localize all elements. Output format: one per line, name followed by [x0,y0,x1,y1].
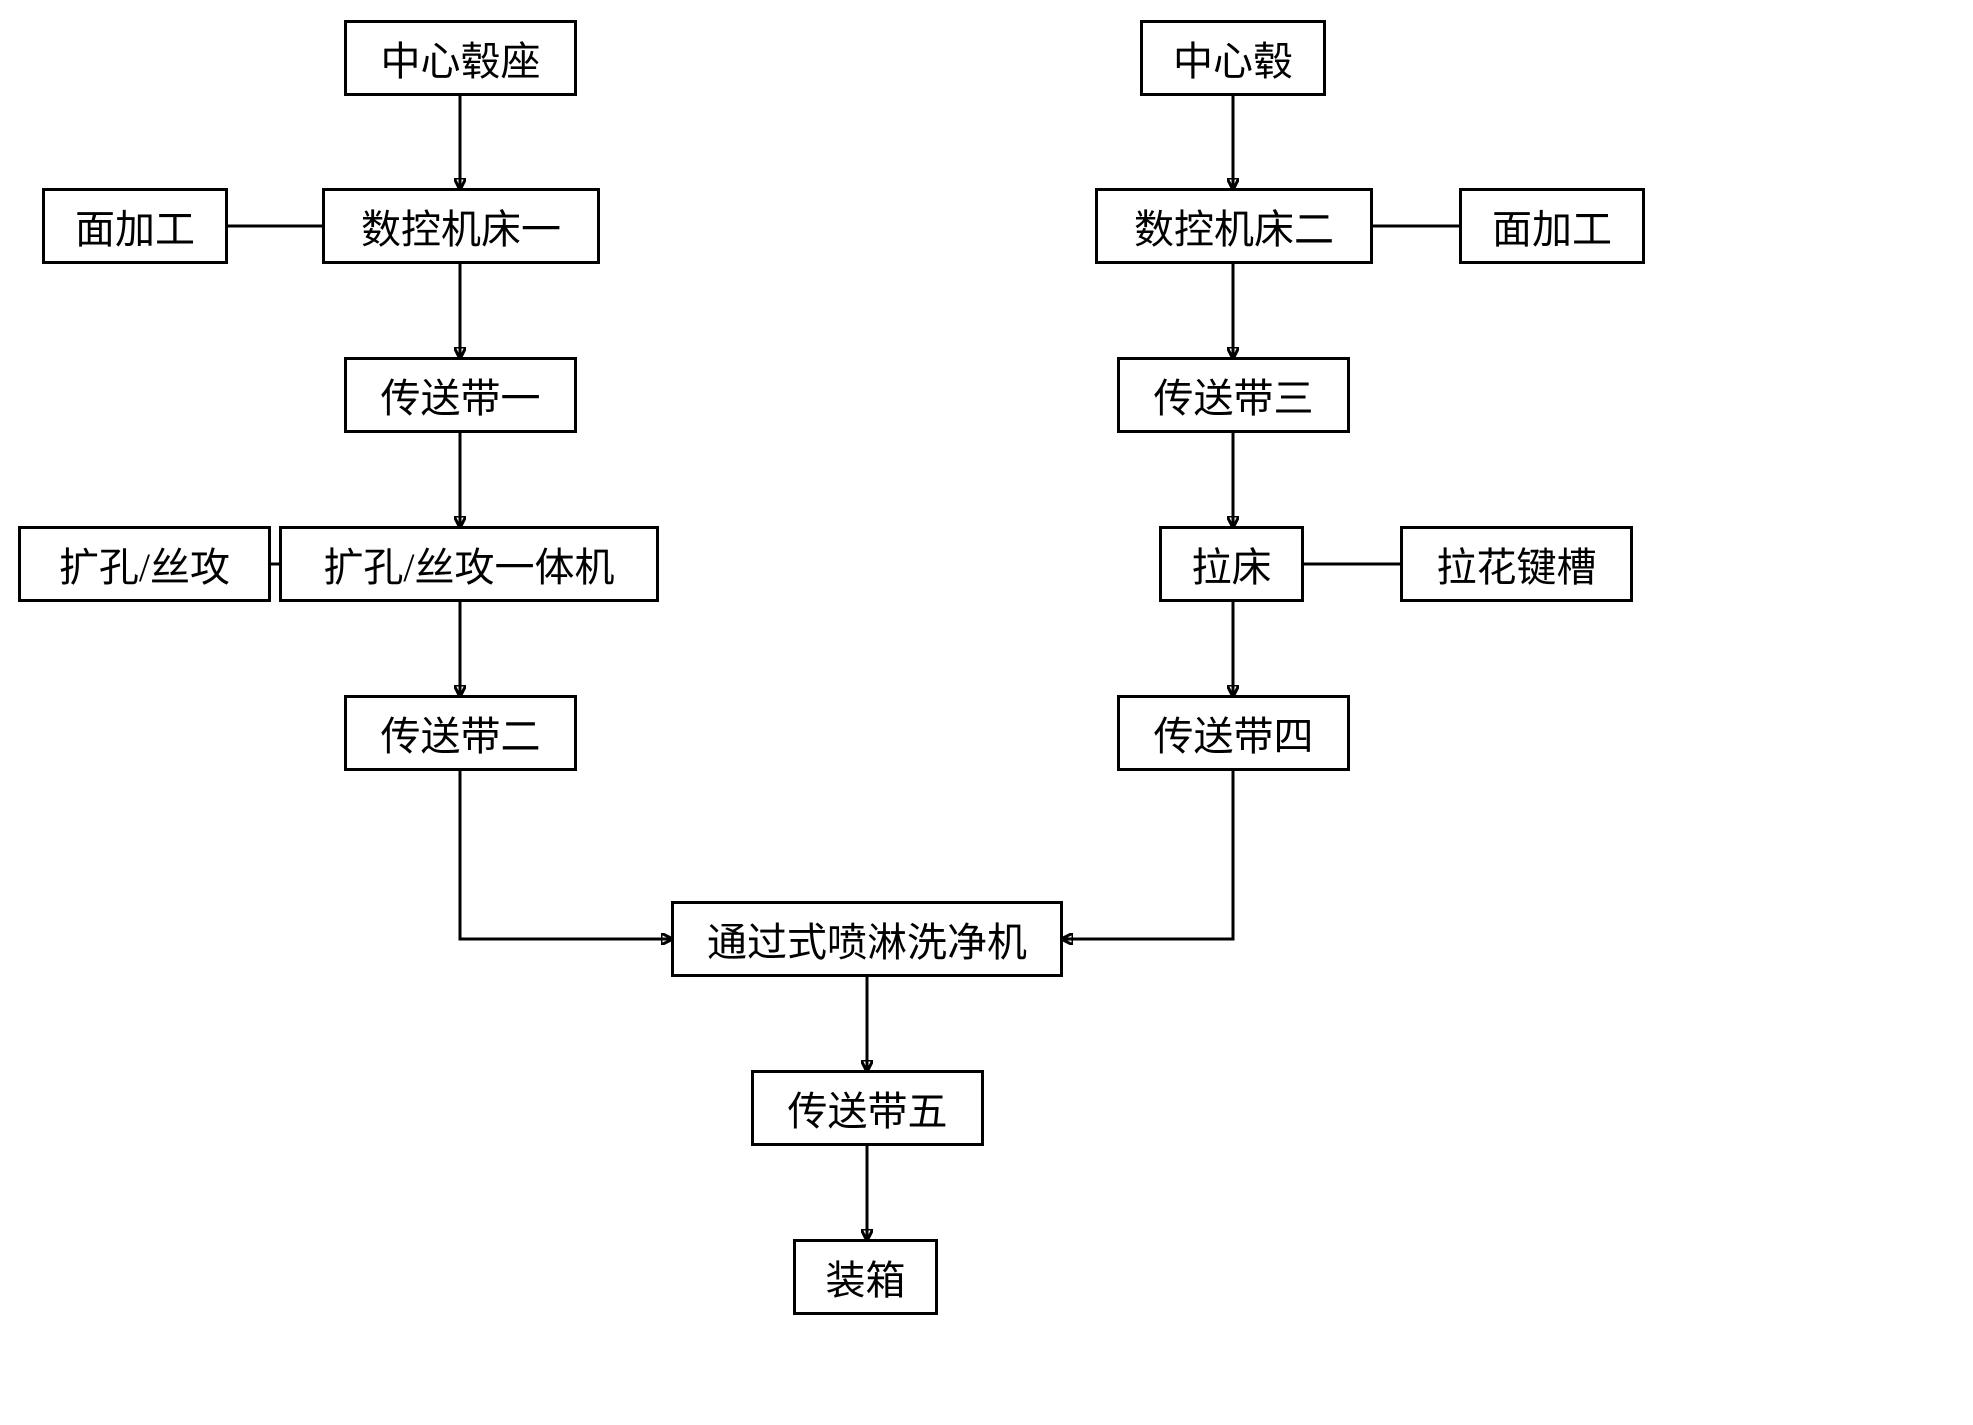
node-n8: 中心毂 [1140,20,1326,96]
flowchart-canvas: 中心毂座面加工 数控机床一传送带一扩孔/丝攻扩孔/丝攻一体机传送带二 中心毂数控机床… [0,0,1973,1425]
edge-n7-n15 [460,771,671,939]
node-n14: 传送带四 [1117,695,1350,771]
node-n11: 传送带三 [1117,357,1350,433]
node-n12: 拉床 [1159,526,1304,602]
node-n17: 装箱 [793,1239,938,1315]
edge-n14-n15 [1063,771,1233,939]
node-n15: 通过式喷淋洗净机 [671,901,1063,977]
node-n6: 扩孔/丝攻一体机 [279,526,659,602]
edges-layer [0,0,1973,1425]
node-n3: 数控机床一 [322,188,600,264]
node-n9: 数控机床二 [1095,188,1373,264]
node-n5: 扩孔/丝攻 [18,526,271,602]
node-n4: 传送带一 [344,357,577,433]
node-n7: 传送带二 [344,695,577,771]
node-n16: 传送带五 [751,1070,984,1146]
node-n1: 中心毂座 [344,20,577,96]
node-n10: 面加工 [1459,188,1645,264]
node-n2: 面加工 [42,188,228,264]
node-n13: 拉花键槽 [1400,526,1633,602]
